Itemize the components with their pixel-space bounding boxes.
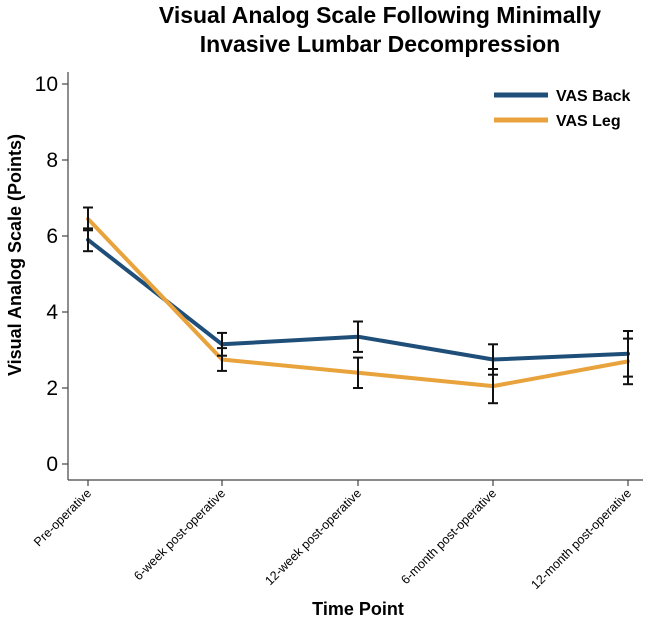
chart-title-line-2: Invasive Lumbar Decompression	[200, 31, 560, 57]
error-bar	[83, 227, 93, 253]
x-tick-label: 12-week post-operative	[262, 486, 364, 588]
error-bar	[488, 368, 498, 405]
error-bar	[217, 347, 227, 372]
error-bar	[83, 206, 93, 232]
chart-title: Visual Analog Scale Following Minimally …	[159, 2, 601, 57]
axes	[67, 72, 643, 481]
x-axis-label: Time Point	[312, 599, 404, 619]
legend-label: VAS Leg	[556, 113, 621, 130]
error-bar	[623, 337, 633, 386]
x-tick-label: 12-month post-operative	[528, 486, 634, 592]
error-bars	[83, 206, 633, 405]
y-tick-label: 6	[46, 225, 58, 248]
chart-title-line-1: Visual Analog Scale Following Minimally	[159, 2, 601, 28]
error-bar	[353, 320, 363, 353]
y-tick-label: 0	[46, 453, 58, 476]
error-bar	[353, 356, 363, 389]
x-tick-label: 6-month post-operative	[398, 486, 499, 587]
y-axis-label: Visual Analog Scale (Points)	[5, 134, 25, 376]
x-tick-label: 6-week post-operative	[131, 486, 228, 583]
y-axis-ticks: 0 2 4 6 8 10	[35, 73, 68, 476]
x-axis-ticks: Pre-operative 6-week post-operative 12-wee…	[31, 480, 634, 592]
legend-label: VAS Back	[556, 88, 631, 105]
x-tick-label: Pre-operative	[31, 486, 94, 549]
y-tick-label: 4	[46, 301, 58, 324]
legend: VAS Back VAS Leg	[494, 88, 631, 130]
y-tick-label: 10	[35, 73, 58, 96]
y-tick-label: 8	[46, 149, 58, 172]
y-tick-label: 2	[46, 377, 58, 400]
